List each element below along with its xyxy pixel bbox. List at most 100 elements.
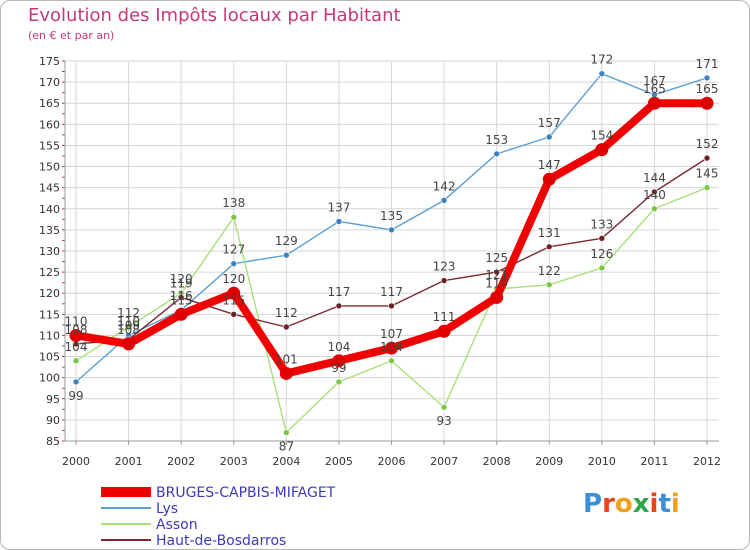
data-point-lys <box>598 70 606 77</box>
data-point-asson <box>230 213 238 221</box>
data-label-asson: 138 <box>222 196 245 210</box>
data-label-lys: 137 <box>327 200 350 214</box>
x-tick-label: 2008 <box>483 455 511 468</box>
data-label-bruges-capbis-mifaget: 165 <box>696 82 719 96</box>
data-point-bruges-capbis-mifaget <box>279 366 293 380</box>
logo-letter: P <box>583 489 603 519</box>
data-point-lys <box>230 260 238 267</box>
data-point-asson <box>651 205 658 213</box>
y-tick-label: 160 <box>39 118 60 131</box>
y-tick-label: 120 <box>39 287 60 300</box>
data-point-asson <box>440 403 448 411</box>
data-label-lys: 135 <box>380 209 403 223</box>
x-tick-label: 2004 <box>272 455 300 468</box>
chart-subtitle: (en € et par an) <box>28 29 115 42</box>
y-tick-label: 135 <box>39 224 60 237</box>
data-label-bruges-capbis-mifaget: 108 <box>117 323 140 337</box>
data-label-bruges-capbis-mifaget: 111 <box>433 310 456 324</box>
data-label-lys: 127 <box>222 243 245 257</box>
data-label-lys: 171 <box>696 57 719 71</box>
data-point-bruges-capbis-mifaget <box>332 354 346 368</box>
data-label-haut-de-bosdarros: 119 <box>170 276 193 290</box>
data-point-haut-de-bosdarros <box>177 294 185 301</box>
data-label-haut-de-bosdarros: 131 <box>538 226 561 240</box>
data-label-haut-de-bosdarros: 144 <box>643 171 666 185</box>
data-label-haut-de-bosdarros: 123 <box>433 260 456 274</box>
data-label-asson: 104 <box>380 340 403 354</box>
data-point-lys <box>283 251 290 259</box>
data-label-haut-de-bosdarros: 133 <box>590 217 613 231</box>
data-point-lys <box>388 226 395 234</box>
data-point-asson <box>388 357 395 365</box>
data-point-haut-de-bosdarros <box>598 235 606 242</box>
data-label-lys: 153 <box>485 133 508 147</box>
logo-letter: r <box>602 489 615 519</box>
y-tick-label: 105 <box>39 351 60 364</box>
y-tick-label: 170 <box>39 76 60 89</box>
x-tick-label: 2010 <box>588 455 616 468</box>
y-tick-label: 130 <box>39 245 60 258</box>
data-label-bruges-capbis-mifaget: 120 <box>222 272 245 286</box>
data-point-asson <box>125 323 132 331</box>
logo-letter: t <box>658 489 671 519</box>
y-tick-label: 95 <box>46 393 60 406</box>
data-point-bruges-capbis-mifaget <box>122 337 136 351</box>
data-point-asson <box>545 281 553 289</box>
data-label-lys: 99 <box>68 389 83 403</box>
x-tick-label: 2012 <box>693 455 721 468</box>
data-label-bruges-capbis-mifaget: 119 <box>485 276 508 290</box>
logo-letter: i <box>649 489 659 519</box>
y-tick-label: 125 <box>39 266 60 279</box>
data-label-lys: 157 <box>538 116 561 130</box>
legend-label-lys: Lys <box>156 501 178 517</box>
data-point-haut-de-bosdarros <box>440 277 448 284</box>
data-label-bruges-capbis-mifaget: 104 <box>327 340 350 354</box>
data-label-haut-de-bosdarros: 112 <box>275 306 298 320</box>
data-point-lys <box>493 150 500 158</box>
x-tick-label: 2001 <box>115 455 143 468</box>
data-label-bruges-capbis-mifaget: 165 <box>643 82 666 96</box>
data-label-haut-de-bosdarros: 125 <box>485 251 508 265</box>
data-label-haut-de-bosdarros: 109 <box>117 319 140 333</box>
x-tick-label: 2003 <box>220 455 248 468</box>
data-point-haut-de-bosdarros <box>545 243 553 251</box>
data-label-lys: 142 <box>433 179 456 193</box>
y-tick-label: 175 <box>39 55 60 68</box>
data-point-haut-de-bosdarros <box>703 154 711 162</box>
data-point-bruges-capbis-mifaget <box>700 96 714 110</box>
data-label-bruges-capbis-mifaget: 115 <box>170 293 193 307</box>
data-point-haut-de-bosdarros <box>388 302 395 310</box>
data-label-asson: 122 <box>538 264 561 278</box>
legend-label-asson: Asson <box>156 517 198 533</box>
data-label-asson: 93 <box>436 414 451 428</box>
data-point-bruges-capbis-mifaget <box>69 328 83 342</box>
chart-title: Evolution des Impôts locaux par Habitant <box>28 5 401 26</box>
data-label-haut-de-bosdarros: 108 <box>65 323 88 337</box>
data-point-bruges-capbis-mifaget <box>647 96 661 110</box>
x-tick-label: 2009 <box>535 455 563 468</box>
x-tick-label: 2011 <box>640 455 668 468</box>
data-label-haut-de-bosdarros: 117 <box>327 285 350 299</box>
y-tick-label: 155 <box>39 139 60 152</box>
data-point-bruges-capbis-mifaget <box>385 341 398 355</box>
y-tick-label: 115 <box>39 308 60 321</box>
data-point-lys <box>703 74 711 82</box>
data-point-asson <box>598 264 606 272</box>
data-label-bruges-capbis-mifaget: 101 <box>275 352 298 366</box>
data-label-asson: 104 <box>65 340 88 354</box>
y-tick-label: 100 <box>39 372 60 385</box>
data-point-bruges-capbis-mifaget <box>174 307 188 321</box>
y-tick-label: 145 <box>39 182 60 195</box>
data-label-lys: 110 <box>117 314 140 328</box>
data-point-lys <box>440 197 448 204</box>
data-point-haut-de-bosdarros <box>493 268 500 276</box>
y-tick-label: 110 <box>39 329 60 342</box>
data-point-bruges-capbis-mifaget <box>227 286 241 300</box>
data-point-asson <box>335 378 343 386</box>
data-label-bruges-capbis-mifaget: 147 <box>538 158 561 172</box>
x-tick-label: 2005 <box>325 455 353 468</box>
data-label-lys: 129 <box>275 234 298 248</box>
y-tick-label: 165 <box>39 97 60 110</box>
data-label-lys: 167 <box>643 74 666 88</box>
